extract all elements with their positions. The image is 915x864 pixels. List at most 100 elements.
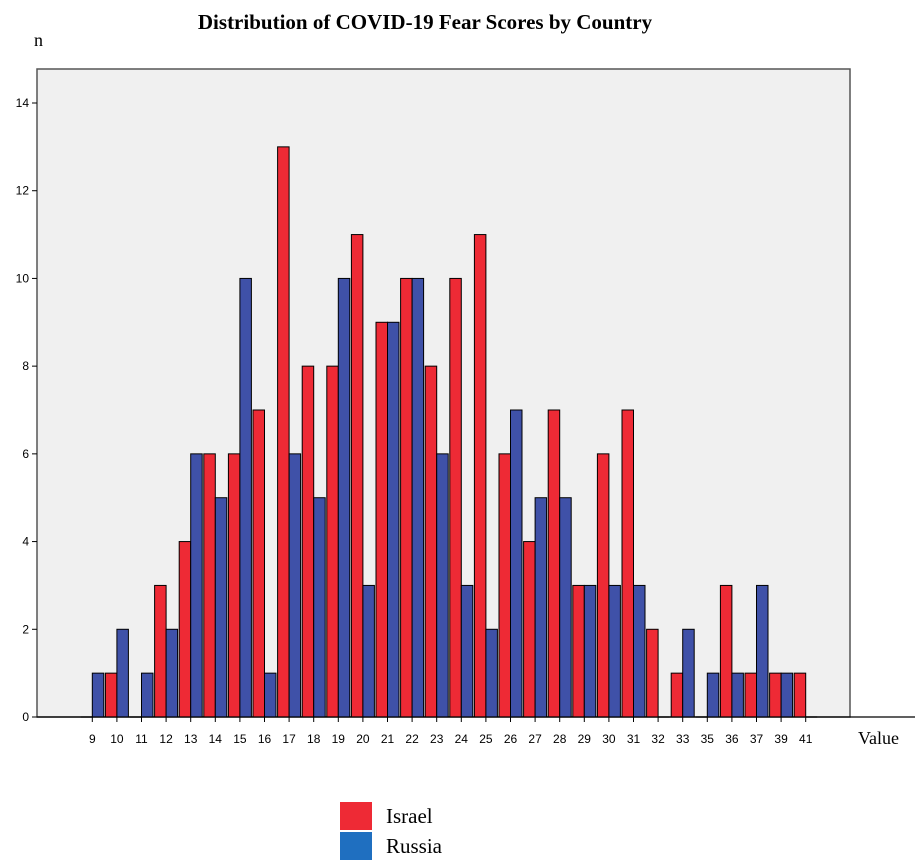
- y-tick-label: 0: [22, 710, 29, 724]
- y-tick-label: 6: [22, 447, 29, 461]
- x-tick-label: 13: [184, 732, 198, 746]
- bar-israel-33: [670, 672, 684, 718]
- bar-russia-15: [239, 277, 252, 718]
- x-tick-label: 32: [651, 732, 665, 746]
- bar-israel-27: [523, 541, 536, 718]
- x-tick-label: 22: [405, 732, 419, 746]
- bar-russia-22: [411, 277, 425, 718]
- bar-israel-26: [498, 453, 511, 718]
- bar-israel-36: [719, 584, 733, 718]
- bar-israel-13: [178, 541, 192, 718]
- bar-russia-13: [190, 453, 203, 718]
- x-tick-label: 26: [504, 732, 518, 746]
- bar-russia-18: [313, 497, 326, 718]
- x-tick-label: 41: [799, 732, 813, 746]
- bar-israel-18: [301, 365, 315, 718]
- bar-israel-12: [154, 584, 167, 718]
- bar-israel-30: [596, 453, 610, 718]
- x-tick-label: 18: [307, 732, 321, 746]
- y-axis-label: n: [34, 30, 43, 50]
- legend-swatch-russia: [340, 832, 372, 860]
- x-tick-label: 9: [89, 732, 96, 746]
- x-tick-label: 10: [110, 732, 124, 746]
- x-axis-label: Value: [858, 728, 899, 748]
- x-tick-label: 25: [479, 732, 493, 746]
- bar-russia-27: [534, 497, 548, 718]
- bar-russia-21: [387, 321, 400, 718]
- bar-russia-11: [141, 672, 154, 718]
- y-tick-label: 2: [22, 622, 29, 636]
- legend-item-israel: Israel: [340, 801, 442, 831]
- bar-israel-23: [424, 365, 438, 718]
- bar-israel-25: [473, 234, 487, 718]
- bar-russia-33: [682, 628, 695, 718]
- bar-russia-28: [559, 497, 572, 718]
- bar-israel-16: [252, 409, 265, 718]
- bar-russia-23: [436, 453, 449, 718]
- x-tick-label: 19: [332, 732, 346, 746]
- bar-russia-10: [116, 628, 129, 718]
- y-tick-label: 12: [16, 184, 30, 198]
- bar-israel-41: [793, 672, 807, 718]
- bar-russia-9: [91, 672, 105, 718]
- x-tick-label: 21: [381, 732, 395, 746]
- bar-israel-32: [646, 628, 659, 718]
- bar-russia-30: [608, 584, 621, 718]
- bar-russia-37: [756, 584, 769, 718]
- bar-israel-22: [400, 277, 413, 718]
- bar-israel-24: [449, 277, 462, 718]
- bar-russia-24: [460, 584, 474, 718]
- x-tick-label: 35: [701, 732, 715, 746]
- x-tick-label: 17: [282, 732, 296, 746]
- x-tick-label: 36: [725, 732, 739, 746]
- x-tick-label: 31: [627, 732, 641, 746]
- bar-israel-14: [203, 453, 216, 718]
- bar-russia-25: [485, 628, 498, 718]
- bar-israel-28: [547, 409, 561, 718]
- x-tick-label: 27: [528, 732, 542, 746]
- x-tick-label: 39: [774, 732, 788, 746]
- bar-russia-17: [288, 453, 302, 718]
- bar-israel-19: [326, 365, 339, 718]
- x-tick-label: 29: [578, 732, 592, 746]
- bar-israel-21: [375, 321, 388, 718]
- bar-israel-29: [572, 584, 585, 718]
- chart-title: Distribution of COVID-19 Fear Scores by …: [197, 10, 653, 34]
- bar-russia-12: [165, 628, 179, 718]
- legend-label-israel: Israel: [386, 803, 433, 828]
- x-tick-label: 33: [676, 732, 690, 746]
- bar-russia-31: [633, 584, 646, 718]
- bar-israel-31: [621, 409, 634, 718]
- x-tick-label: 15: [233, 732, 247, 746]
- bar-russia-29: [583, 584, 597, 718]
- bar-russia-14: [214, 497, 228, 718]
- y-tick-label: 14: [16, 96, 30, 110]
- bar-israel-15: [227, 453, 241, 718]
- x-tick-label: 14: [209, 732, 223, 746]
- legend-label-russia: Russia: [386, 833, 443, 858]
- bar-israel-37: [744, 672, 757, 718]
- bar-israel-10: [104, 672, 118, 718]
- bar-israel-17: [277, 146, 290, 718]
- bar-russia-16: [264, 672, 277, 718]
- x-tick-label: 30: [602, 732, 616, 746]
- bar-russia-36: [731, 672, 744, 718]
- bar-israel-39: [769, 672, 782, 718]
- x-tick-label: 20: [356, 732, 370, 746]
- bar-russia-35: [706, 672, 720, 718]
- x-tick-label: 37: [750, 732, 764, 746]
- x-tick-label: 11: [135, 732, 148, 746]
- x-tick-label: 16: [258, 732, 272, 746]
- x-tick-label: 24: [455, 732, 469, 746]
- y-tick-label: 8: [22, 359, 29, 373]
- y-tick-label: 10: [16, 271, 30, 285]
- x-tick-label: 28: [553, 732, 567, 746]
- bar-russia-19: [337, 277, 351, 718]
- y-tick-label: 4: [22, 535, 29, 549]
- bar-russia-20: [362, 584, 375, 718]
- legend-swatch-israel: [340, 802, 372, 830]
- bar-russia-39: [780, 672, 794, 718]
- legend-item-russia: Russia: [340, 831, 442, 861]
